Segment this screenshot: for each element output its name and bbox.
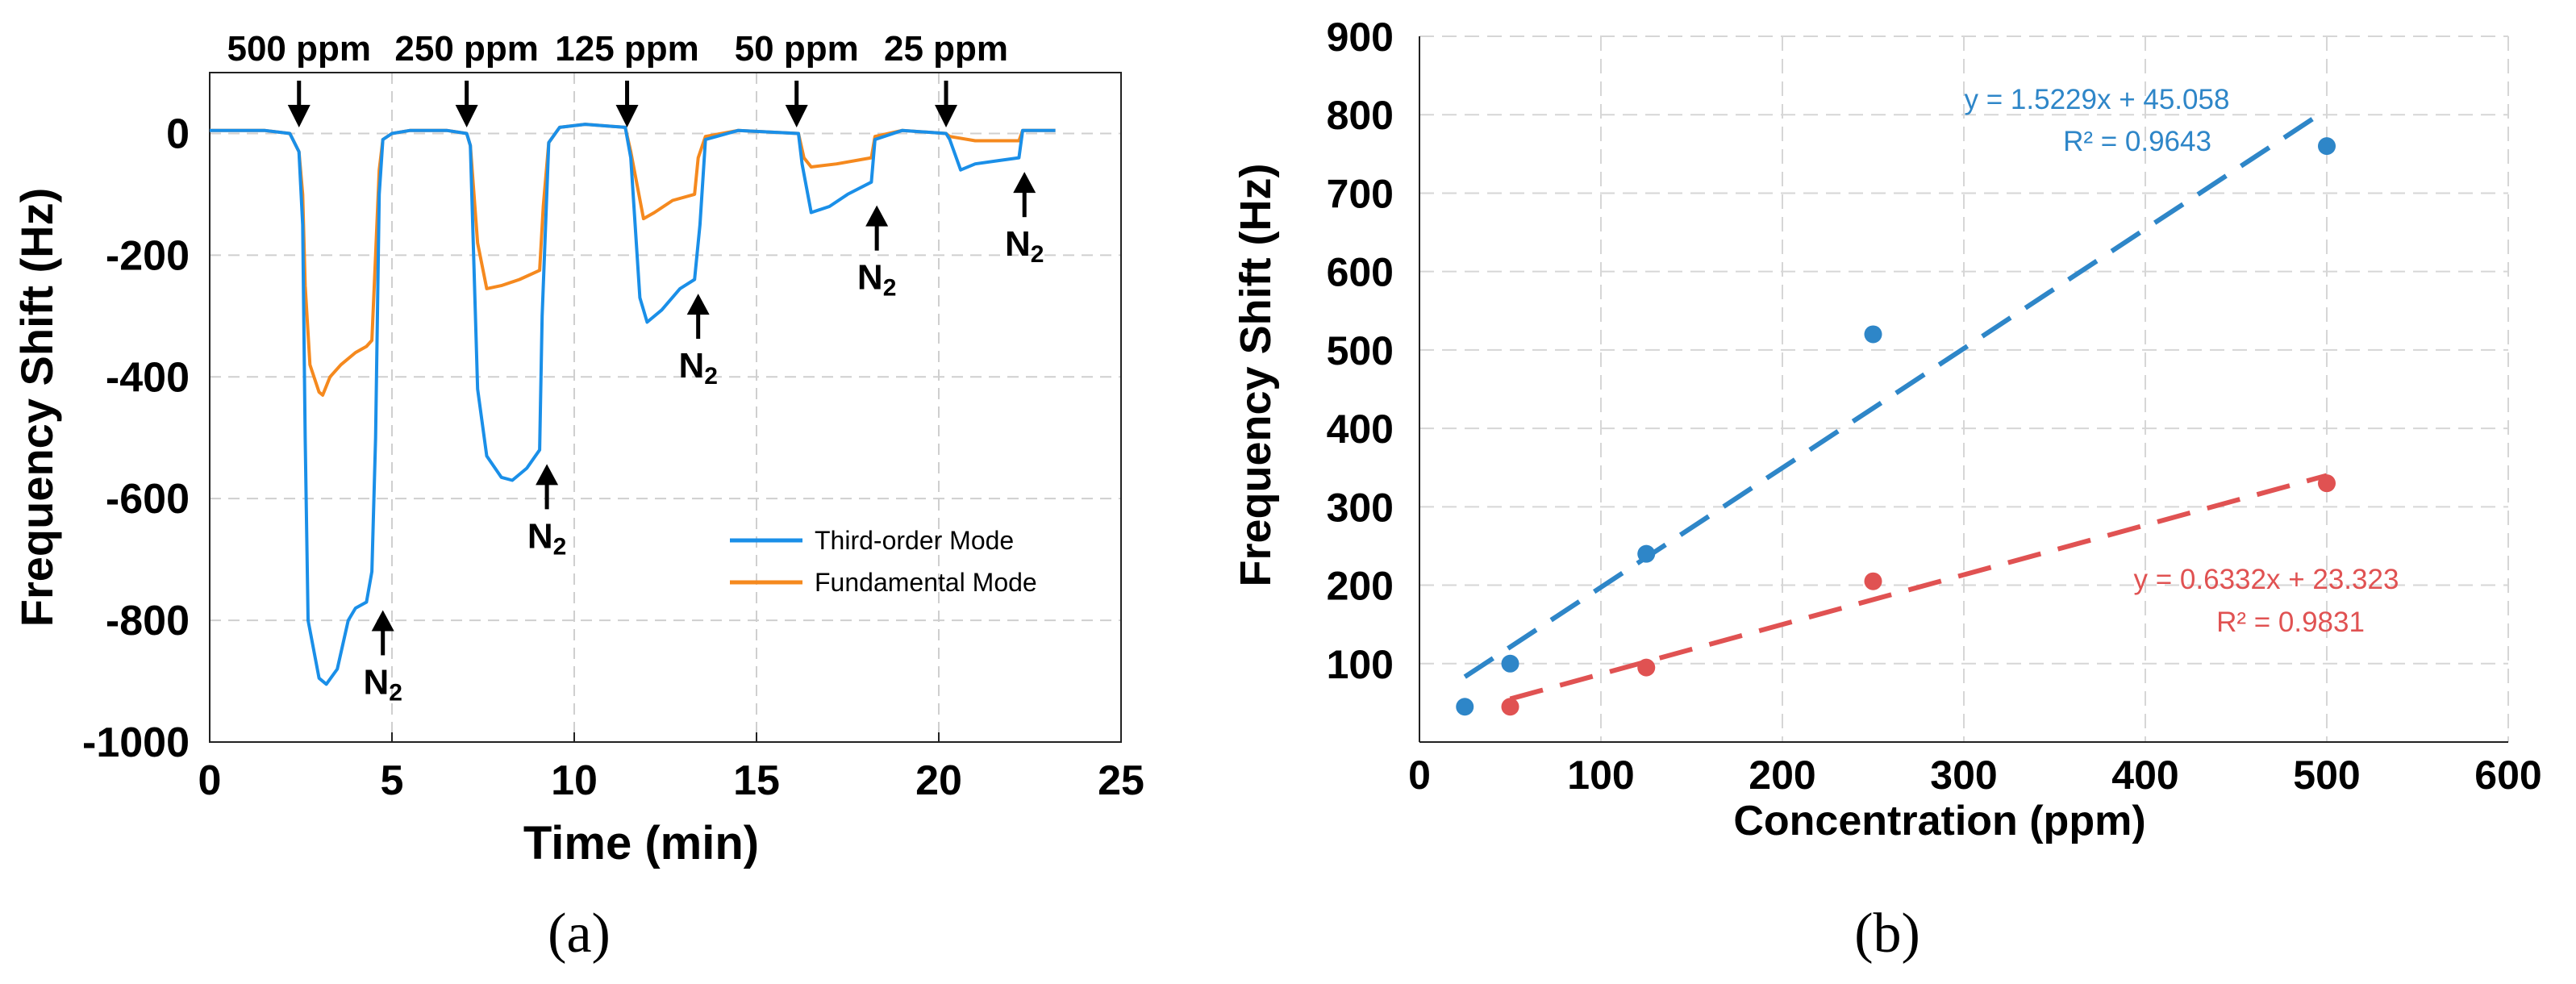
b-x-tick-label: 100 — [1567, 753, 1634, 798]
b-point-third-order — [1864, 325, 1882, 344]
a-legend-label-fundamental: Fundamental Mode — [815, 568, 1037, 597]
b-fit-r2-third-order: R² = 0.9643 — [2063, 126, 2211, 157]
a-injection-arrow-icon — [287, 105, 311, 127]
a-purge-arrow-icon — [865, 205, 889, 227]
b-x-tick-label: 300 — [1930, 753, 1997, 798]
a-x-tick-label: 15 — [733, 757, 780, 804]
a-purge-label: N2 — [678, 346, 717, 390]
a-annotations: 500 ppm 250 ppm 125 ppm 50 ppm 25 ppm N2 N2 N2 N… — [227, 29, 1044, 706]
panel-a: 0 5 10 15 20 25 0 -200 -400 -600 -800 -1000 500 ppm… — [11, 29, 1144, 965]
b-y-tick-label: 900 — [1327, 15, 1394, 60]
b-point-fundamental — [2318, 474, 2336, 493]
b-y-tick-label: 600 — [1327, 250, 1394, 295]
b-y-tick-label: 800 — [1327, 93, 1394, 138]
b-x-tick-label: 500 — [2293, 753, 2360, 798]
a-x-axis-title: Time (min) — [523, 817, 759, 869]
a-y-tick-label: -1000 — [82, 719, 190, 766]
b-y-tick-label: 200 — [1327, 564, 1394, 609]
a-injection-label: 500 ppm — [227, 29, 371, 69]
a-y-tick-label: -400 — [106, 354, 190, 401]
b-x-tick-label: 400 — [2111, 753, 2178, 798]
b-fit-line-third-order — [1463, 107, 2328, 679]
a-y-tick-label: -800 — [106, 598, 190, 644]
b-ticks: 0 100 200 300 400 500 600 100 200 300 400 500 600 700… — [1327, 15, 2542, 798]
a-x-tick-label: 25 — [1098, 757, 1144, 804]
b-fit-r2-fundamental: R² = 0.9831 — [2216, 607, 2365, 638]
a-x-tick-label: 10 — [551, 757, 598, 804]
a-series-line-fundamental — [210, 123, 1056, 397]
b-y-tick-label: 400 — [1327, 407, 1394, 452]
a-gridlines — [210, 73, 1121, 742]
a-purge-arrow-icon — [1013, 172, 1036, 194]
b-x-tick-label: 200 — [1749, 753, 1815, 798]
a-purge-arrow-icon — [371, 610, 394, 632]
a-panel-label: (a) — [548, 903, 611, 965]
a-injection-label: 50 ppm — [735, 29, 859, 69]
a-x-tick-label: 0 — [198, 757, 222, 804]
a-y-axis-title: Frequency Shift (Hz) — [11, 188, 62, 627]
b-y-tick-label: 100 — [1327, 642, 1394, 687]
a-y-tick-label: -200 — [106, 232, 190, 279]
b-panel-label: (b) — [1854, 903, 1920, 965]
a-purge-label: N2 — [527, 516, 566, 560]
a-injection-label: 125 ppm — [555, 29, 699, 69]
a-injection-arrow-icon — [935, 105, 958, 127]
a-legend: Third-order Mode Fundamental Mode — [730, 526, 1037, 597]
b-point-fundamental — [1501, 698, 1519, 716]
b-fit-equation-fundamental: y = 0.6332x + 23.323 — [2134, 564, 2399, 595]
panel-b: 0 100 200 300 400 500 600 100 200 300 400 500 600 700… — [1232, 15, 2542, 965]
a-injection-arrow-icon — [455, 105, 478, 127]
a-purge-label: N2 — [1005, 224, 1044, 268]
b-fit-equation-third-order: y = 1.5229x + 45.058 — [1965, 84, 2230, 115]
b-point-third-order — [1501, 654, 1519, 673]
a-ticks: 0 5 10 15 20 25 0 -200 -400 -600 -800 -1000 — [82, 110, 1144, 804]
b-fit-line-fundamental — [1509, 473, 2328, 702]
a-purge-arrow-icon — [686, 294, 710, 315]
b-gridlines — [1419, 35, 2509, 742]
b-point-third-order — [2318, 137, 2336, 156]
a-injection-label: 250 ppm — [394, 29, 539, 69]
b-point-fundamental — [1637, 658, 1656, 677]
a-purge-label: N2 — [857, 258, 896, 302]
b-y-tick-label: 300 — [1327, 485, 1394, 530]
a-x-tick-label: 5 — [381, 757, 404, 804]
a-legend-label-third-order: Third-order Mode — [815, 526, 1014, 555]
b-point-third-order — [1456, 698, 1474, 716]
b-x-tick-label: 600 — [2474, 753, 2541, 798]
a-x-tick-label: 20 — [915, 757, 962, 804]
a-y-tick-label: -600 — [106, 476, 190, 523]
a-injection-arrow-icon — [785, 105, 808, 127]
b-x-axis-title: Concentration (ppm) — [1733, 798, 2145, 844]
a-injection-arrow-icon — [615, 105, 639, 127]
a-y-tick-label: 0 — [166, 110, 190, 157]
a-injection-label: 25 ppm — [884, 29, 1008, 69]
a-plot-frame — [209, 72, 1122, 743]
a-purge-label: N2 — [363, 662, 402, 706]
b-x-tick-label: 0 — [1408, 753, 1431, 798]
a-purge-arrow-icon — [536, 464, 559, 486]
b-y-tick-label: 500 — [1327, 328, 1394, 373]
b-point-fundamental — [1864, 572, 1882, 590]
a-series-line-third-order — [210, 123, 1056, 686]
a-series-group — [210, 123, 1056, 686]
b-y-axis-title: Frequency Shift (Hz) — [1232, 163, 1280, 586]
b-point-third-order — [1637, 544, 1656, 563]
b-y-tick-label: 700 — [1327, 171, 1394, 216]
b-series-group — [1456, 107, 2336, 716]
